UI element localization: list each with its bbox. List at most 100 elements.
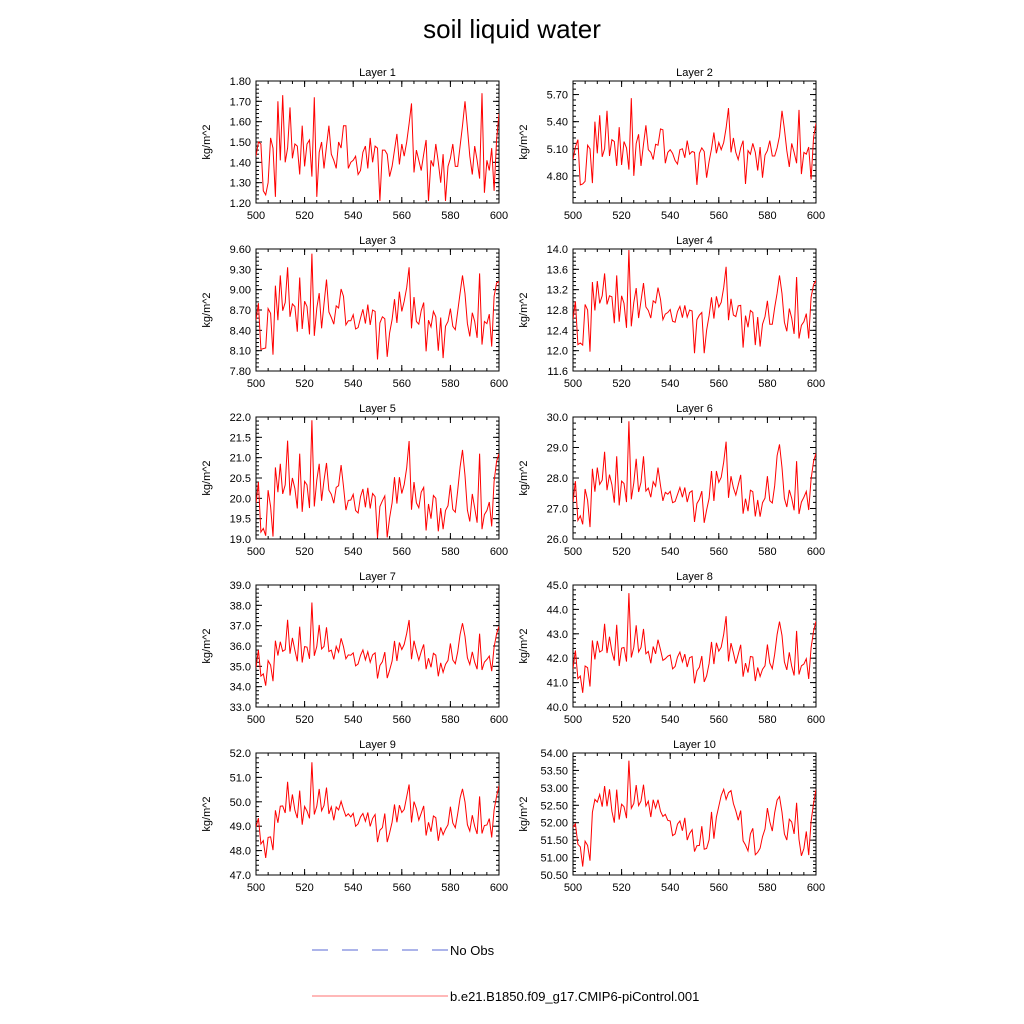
chart-title: Layer 5 — [359, 403, 396, 415]
y-tick-label: 49.0 — [230, 821, 251, 833]
x-tick-label: 600 — [490, 546, 508, 558]
x-tick-label: 540 — [344, 546, 362, 558]
y-tick-label: 20.0 — [230, 493, 251, 505]
y-axis-label: kg/m^2 — [201, 292, 213, 327]
x-tick-label: 580 — [441, 714, 459, 726]
x-tick-label: 500 — [564, 546, 582, 558]
y-tick-label: 14.0 — [547, 244, 568, 256]
y-tick-label: 8.40 — [230, 325, 251, 337]
x-tick-label: 500 — [564, 210, 582, 222]
x-tick-label: 500 — [564, 714, 582, 726]
x-tick-label: 540 — [661, 378, 679, 390]
y-tick-label: 5.70 — [547, 90, 568, 102]
x-tick-label: 520 — [612, 546, 630, 558]
x-tick-label: 560 — [393, 714, 411, 726]
y-tick-label: 29.0 — [547, 443, 568, 455]
y-tick-label: 33.0 — [230, 702, 251, 714]
x-tick-label: 560 — [393, 882, 411, 894]
x-tick-label: 600 — [490, 378, 508, 390]
x-tick-label: 500 — [564, 882, 582, 894]
plot-frame — [572, 80, 817, 204]
y-tick-label: 11.6 — [547, 366, 568, 378]
y-tick-label: 1.40 — [230, 157, 251, 169]
x-tick-label: 580 — [758, 210, 776, 222]
chart-title: Layer 1 — [359, 67, 396, 79]
y-tick-label: 51.50 — [540, 835, 568, 847]
y-tick-label: 34.0 — [230, 682, 251, 694]
chart-title: Layer 7 — [359, 571, 396, 583]
y-tick-label: 12.0 — [547, 346, 568, 358]
chart-title: Layer 2 — [676, 67, 713, 79]
x-tick-label: 500 — [247, 546, 265, 558]
x-tick-label: 560 — [393, 210, 411, 222]
legend-solid-line-icon — [312, 995, 448, 997]
plot-frame — [572, 752, 817, 876]
y-tick-label: 19.5 — [230, 514, 251, 526]
page-title: soil liquid water — [423, 14, 601, 44]
y-tick-label: 37.0 — [230, 621, 251, 633]
y-tick-label: 47.0 — [230, 870, 251, 882]
y-axis-label: kg/m^2 — [518, 628, 530, 663]
y-tick-label: 53.00 — [540, 783, 568, 795]
x-tick-label: 540 — [344, 882, 362, 894]
x-tick-label: 520 — [612, 882, 630, 894]
y-axis-label: kg/m^2 — [201, 628, 213, 663]
plot-frame — [255, 752, 500, 876]
y-tick-label: 28.0 — [547, 473, 568, 485]
y-tick-label: 1.60 — [230, 117, 251, 129]
y-tick-label: 30.0 — [547, 412, 568, 424]
y-tick-label: 38.0 — [230, 600, 251, 612]
y-axis-label: kg/m^2 — [201, 796, 213, 831]
x-tick-label: 580 — [758, 882, 776, 894]
y-tick-label: 7.80 — [230, 366, 251, 378]
chart-panel-layer-8: Layer 8 kg/m^2 500 520 540 560 580 600 40.0 41.0 4… — [518, 571, 825, 726]
y-tick-label: 12.8 — [547, 305, 568, 317]
y-tick-label: 1.80 — [230, 76, 251, 88]
chart-panel-layer-9: Layer 9 kg/m^2 500 520 540 560 580 600 47.0 48.0 4… — [201, 739, 508, 894]
y-tick-label: 1.30 — [230, 178, 251, 190]
x-tick-label: 600 — [807, 210, 825, 222]
y-tick-label: 45.0 — [547, 580, 568, 592]
y-tick-label: 9.00 — [230, 285, 251, 297]
x-tick-label: 500 — [247, 714, 265, 726]
x-tick-label: 540 — [661, 210, 679, 222]
x-tick-label: 560 — [710, 882, 728, 894]
y-tick-label: 36.0 — [230, 641, 251, 653]
y-tick-label: 48.0 — [230, 846, 251, 858]
legend-dashed-line-icon — [312, 949, 448, 951]
y-tick-label: 13.2 — [547, 285, 568, 297]
x-tick-label: 560 — [710, 210, 728, 222]
x-tick-label: 600 — [807, 378, 825, 390]
y-tick-label: 50.50 — [540, 870, 568, 882]
y-tick-label: 13.6 — [547, 264, 568, 276]
y-axis-label: kg/m^2 — [201, 124, 213, 159]
y-tick-label: 21.0 — [230, 453, 251, 465]
chart-panel-layer-7: Layer 7 kg/m^2 500 520 540 560 580 600 33.0 34.0 3… — [201, 571, 508, 726]
y-tick-label: 5.40 — [547, 117, 568, 129]
series-line-layer-2 — [573, 98, 816, 186]
y-tick-label: 40.0 — [547, 702, 568, 714]
x-tick-label: 520 — [295, 882, 313, 894]
y-tick-label: 35.0 — [230, 661, 251, 673]
x-tick-label: 580 — [758, 378, 776, 390]
x-tick-label: 500 — [247, 210, 265, 222]
y-axis-label: kg/m^2 — [518, 460, 530, 495]
y-axis-label: kg/m^2 — [518, 292, 530, 327]
x-tick-label: 500 — [247, 882, 265, 894]
x-tick-label: 580 — [758, 546, 776, 558]
y-tick-label: 12.4 — [547, 325, 568, 337]
y-tick-label: 51.00 — [540, 853, 568, 865]
chart-title: Layer 9 — [359, 739, 396, 751]
y-tick-label: 51.0 — [230, 772, 251, 784]
y-axis-label: kg/m^2 — [518, 124, 530, 159]
chart-panel-layer-2: Layer 2 kg/m^2 500 520 540 560 580 600 4.80 5.10 5… — [518, 67, 825, 222]
y-axis-label: kg/m^2 — [518, 796, 530, 831]
y-tick-label: 1.70 — [230, 96, 251, 108]
series-line-layer-1 — [256, 93, 499, 202]
series-line-layer-7 — [256, 602, 499, 686]
y-tick-label: 4.80 — [547, 171, 568, 183]
series-line-layer-9 — [256, 762, 499, 858]
legend-label-model: b.e21.B1850.f09_g17.CMIP6-piControl.001 — [450, 988, 700, 1004]
y-tick-label: 52.50 — [540, 800, 568, 812]
x-tick-label: 540 — [661, 546, 679, 558]
